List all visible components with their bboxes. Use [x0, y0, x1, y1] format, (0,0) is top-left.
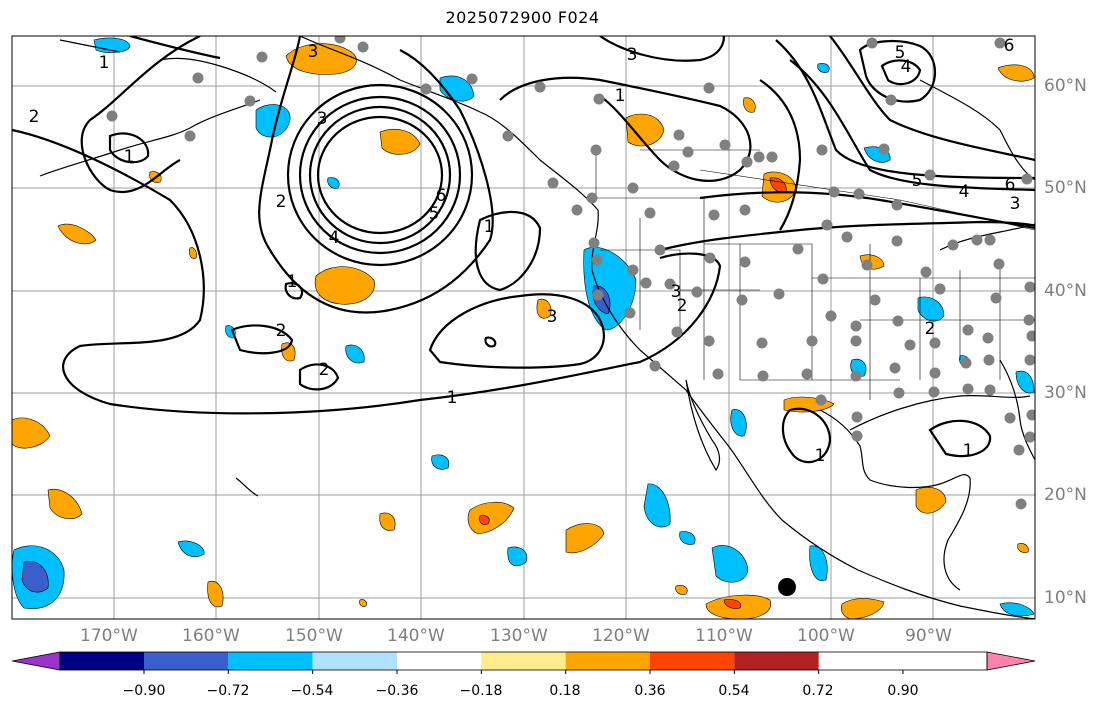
colorbar-label: −0.72: [206, 683, 250, 699]
contour-label: 2: [925, 319, 936, 339]
colorbar-label: −0.54: [290, 683, 334, 699]
colorbar: [11, 651, 1036, 674]
colorbar-segment: [60, 652, 144, 670]
lat-label: 10°N: [1044, 588, 1087, 608]
colorbar-segment: [144, 652, 229, 670]
contour-label: 5: [912, 171, 923, 191]
contour-label: 4: [329, 228, 340, 248]
contour-label: 5: [895, 43, 906, 63]
contour-label: 1: [287, 272, 298, 292]
negative-anomaly-patches: [12, 37, 1035, 617]
contour-label: 6: [1004, 36, 1015, 56]
lon-label: 130°W: [490, 626, 548, 646]
colorbar-segment: [397, 652, 482, 670]
map-frame: [11, 35, 1036, 620]
contour-label-group: 1 3 3 1 2 3 6 5 4 2 1 6 5 4 6 5 4 3 1 2 …: [29, 36, 1021, 466]
colorbar-extend-left: [11, 651, 61, 671]
contour-label: 1: [815, 446, 826, 466]
lon-label: 100°W: [797, 626, 855, 646]
lat-label: 20°N: [1044, 485, 1087, 505]
contour-label: 2: [677, 296, 688, 316]
contour-label: 2: [276, 321, 287, 341]
contour-label: 2: [319, 360, 330, 380]
positive-anomaly-patches: [12, 43, 1035, 619]
lon-label: 90°W: [905, 626, 952, 646]
lon-label: 160°W: [182, 626, 240, 646]
colorbar-segment: [312, 652, 397, 670]
contour-label: 1: [99, 53, 110, 73]
contour-label: 3: [317, 109, 328, 129]
colorbar-label: 0.54: [718, 683, 750, 699]
contour-lines: [12, 36, 1035, 464]
colorbar-extend-right: [986, 651, 1036, 671]
lat-label: 40°N: [1044, 281, 1087, 301]
contour-label: 1: [963, 441, 974, 461]
colorbar-segment: [734, 652, 819, 670]
station-dots: [106, 36, 1035, 510]
gridlines: [12, 36, 1035, 619]
contour-label: 6: [1005, 175, 1016, 195]
colorbar-segments: [60, 652, 819, 670]
contour-label: 2: [276, 192, 287, 212]
contour-label: 3: [1010, 194, 1021, 214]
lon-label: 110°W: [695, 626, 753, 646]
contour-label: 4: [901, 57, 912, 77]
contour-label: 3: [627, 45, 638, 65]
lon-label: 140°W: [387, 626, 445, 646]
contour-label: 1: [447, 388, 458, 408]
contour-label: 3: [308, 42, 319, 62]
lat-label: 50°N: [1044, 178, 1087, 198]
lon-label: 150°W: [285, 626, 343, 646]
contour-label: 3: [547, 307, 558, 327]
contour-label: 1: [124, 147, 135, 167]
colorbar-label: 0.90: [887, 683, 919, 699]
contour-label: 1: [484, 217, 495, 237]
lon-label: 120°W: [592, 626, 650, 646]
black-dot-marker: [778, 578, 796, 596]
map-title: 2025072900 F024: [445, 8, 600, 27]
lat-label: 60°N: [1044, 76, 1087, 96]
colorbar-label: 0.36: [634, 683, 666, 699]
contour-label: 2: [29, 107, 40, 127]
contour-label: 4: [959, 182, 970, 202]
contour-label: 1: [615, 86, 626, 106]
contour-label: 5: [429, 204, 440, 224]
colorbar-label: −0.90: [122, 683, 166, 699]
coastlines: [39, 36, 1035, 619]
colorbar-label: −0.36: [375, 683, 419, 699]
colorbar-segment: [565, 652, 650, 670]
colorbar-segment: [650, 652, 735, 670]
contour-label: 6: [436, 186, 447, 206]
colorbar-segment: [481, 652, 566, 670]
lon-label: 170°W: [80, 626, 138, 646]
contour-label: 3: [671, 282, 682, 302]
colorbar-label: −0.18: [459, 683, 503, 699]
colorbar-segment: [228, 652, 313, 670]
colorbar-label: 0.18: [549, 683, 581, 699]
colorbar-label: 0.72: [802, 683, 834, 699]
lat-label: 30°N: [1044, 383, 1087, 403]
